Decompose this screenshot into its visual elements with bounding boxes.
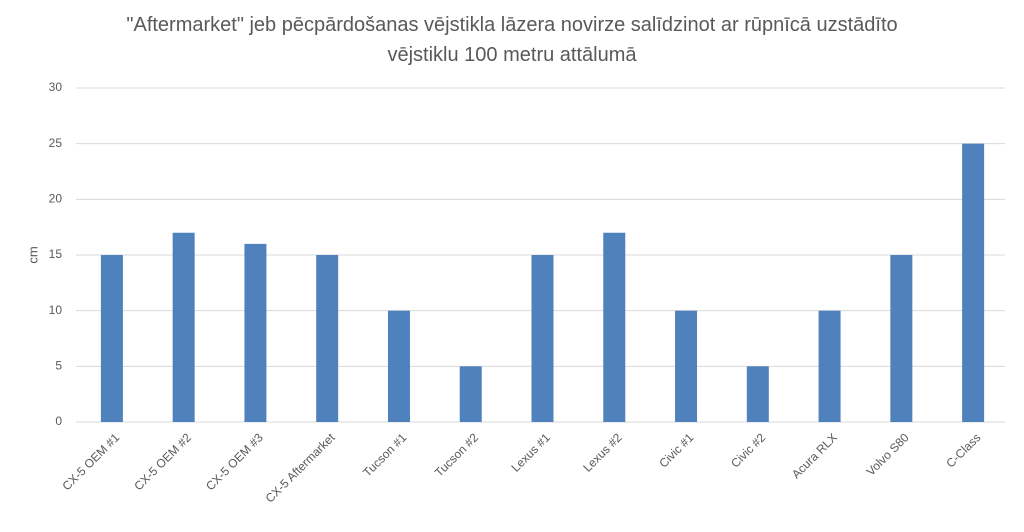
x-tick-label: Acura RLX: [789, 430, 840, 481]
bar: [172, 232, 195, 422]
bar: [603, 232, 626, 422]
x-tick-label: Lexus #2: [580, 430, 625, 475]
x-tick-label: Lexus #1: [509, 430, 554, 475]
x-tick-label: Civic #2: [728, 430, 768, 470]
y-tick-label: 10: [49, 303, 63, 317]
bar: [890, 255, 913, 422]
y-tick-label: 30: [49, 80, 63, 94]
x-tick-label: CX-5 OEM #1: [60, 430, 123, 493]
x-tick-label: Tucson #2: [432, 430, 481, 479]
y-tick-label: 15: [49, 247, 63, 261]
x-tick-label: CX-5 OEM #2: [131, 430, 194, 493]
y-tick-label: 20: [49, 192, 63, 206]
bar: [244, 243, 267, 422]
bar: [531, 255, 554, 422]
y-tick-label: 0: [55, 414, 62, 428]
bar: [818, 310, 841, 422]
bar: [100, 255, 123, 422]
bar: [387, 310, 410, 422]
x-tick-label: Tucson #1: [360, 430, 409, 479]
bar: [459, 366, 482, 422]
x-tick-label: Volvo S80: [864, 430, 912, 478]
bar: [962, 143, 985, 422]
chart-title: "Aftermarket" jeb pēcpārdošanas vējstikl…: [126, 14, 898, 66]
y-tick-label: 5: [55, 359, 62, 373]
bar: [746, 366, 769, 422]
x-tick-label: CX-5 Aftermarket: [263, 430, 338, 505]
y-axis-label: cm: [25, 246, 40, 263]
x-tick-label: C-Class: [943, 430, 983, 470]
bar: [316, 255, 339, 422]
x-tick-label: CX-5 OEM #3: [203, 430, 266, 493]
y-tick-label: 25: [49, 136, 63, 150]
bar: [675, 310, 698, 422]
x-tick-label: Civic #1: [656, 430, 696, 470]
